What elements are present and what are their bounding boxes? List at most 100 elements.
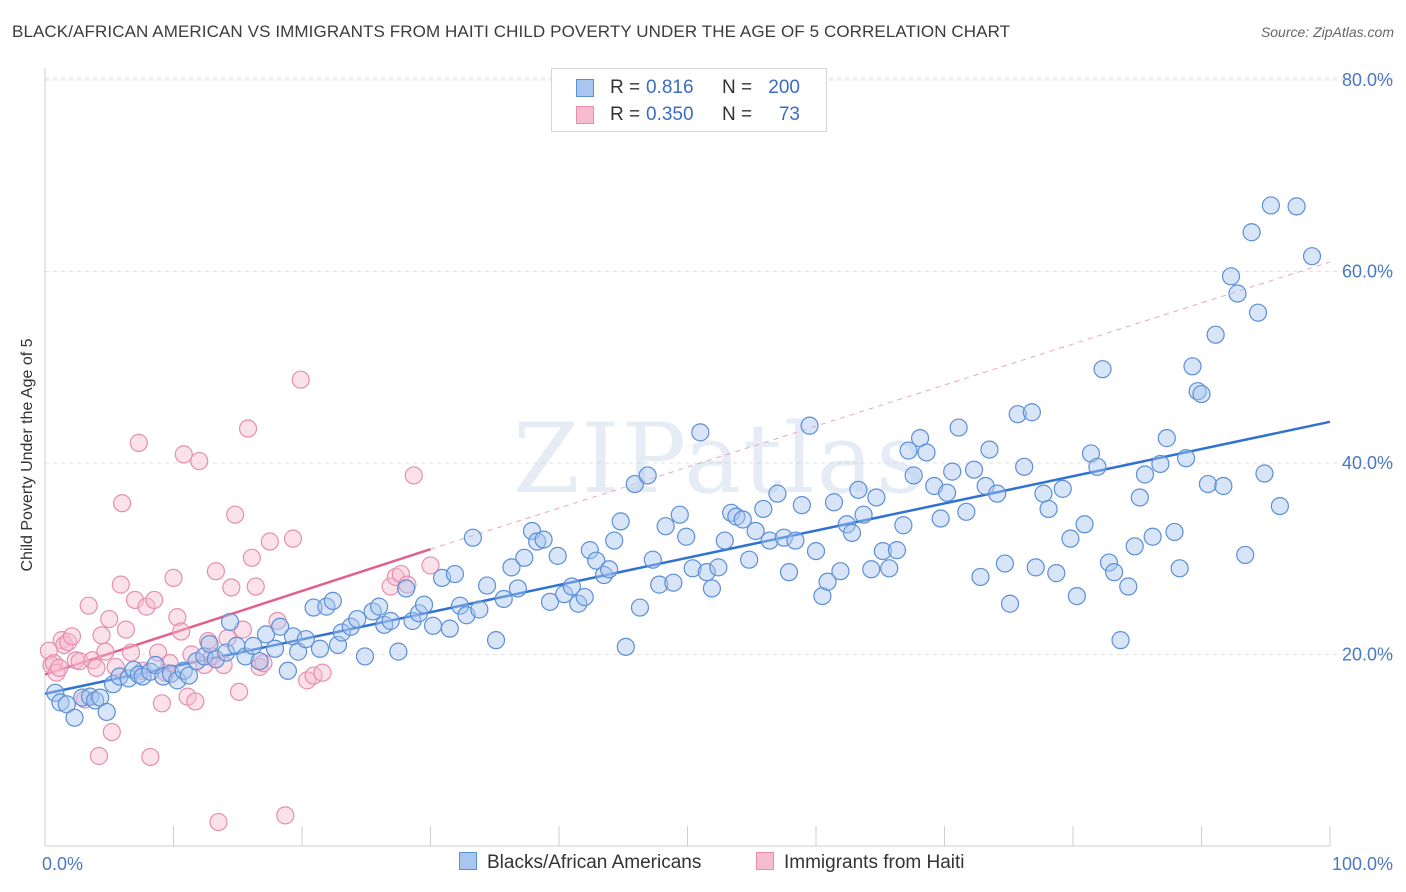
watermark: ZIPatlas [513,403,927,515]
legend-item-black[interactable]: Blacks/African Americans [459,852,701,874]
data-point-black [605,531,624,550]
data-point-black [396,579,416,598]
data-point-black [1008,405,1027,424]
data-point-black [937,483,957,502]
data-point-black [57,695,76,714]
data-point-haiti [47,663,66,682]
x-tick-label-min: 0.0% [42,854,83,874]
data-point-black [1000,594,1020,613]
r-label: R = [610,104,641,125]
data-point-black [980,440,999,459]
data-point-black [540,592,560,611]
data-point-black [768,484,787,503]
data-point-black [348,609,367,629]
data-point-black [220,612,240,632]
data-point-haiti [209,812,228,832]
data-point-haiti [116,620,136,639]
data-point-black [271,617,290,636]
data-point-black [600,560,619,579]
data-point-black [97,702,116,722]
data-point-black [630,598,650,617]
data-point-haiti [102,722,121,742]
data-point-haiti [190,451,209,471]
n-label: N = [722,104,753,125]
data-point-black [1170,559,1189,578]
data-point-black [1176,449,1196,468]
legend-label-black: Blacks/African Americans [487,852,702,873]
data-point-black [332,623,351,642]
data-point-black [949,418,968,437]
data-point-black [562,577,581,596]
data-point-black [119,669,138,688]
legend-swatch-pink [576,106,594,124]
legend-item-haiti[interactable]: Immigrants from Haiti [756,852,965,874]
data-point-black [831,562,850,581]
data-point-black [740,550,759,569]
data-point-black [709,558,728,577]
data-point-black [760,531,779,550]
data-point-black [1248,303,1268,322]
y-axis-label: Child Poverty Under the Age of 5 [19,338,36,571]
data-point-haiti [186,692,205,711]
data-point-haiti [87,658,106,678]
y-tick-label: 40.0% [1342,453,1393,473]
legend-swatch-pink [756,852,774,870]
data-point-black [1075,515,1094,534]
data-point-black [670,505,689,524]
data-point-black [409,604,429,623]
data-point-black [1261,196,1280,215]
data-point-black [494,589,513,609]
data-point-black [440,619,459,638]
data-point-black [894,516,913,535]
data-point-black [1183,357,1202,376]
data-point-black [1119,577,1138,596]
data-point-haiti [121,643,141,662]
data-point-black [1130,488,1149,507]
data-point-black [1242,223,1261,242]
data-point-black [964,460,984,479]
data-point-black [1088,457,1107,476]
data-point-black [1039,499,1058,519]
data-point-haiti [52,631,71,650]
data-point-black [470,600,489,619]
data-point-haiti [226,505,245,524]
data-point-black [1111,631,1130,650]
data-point-black [677,527,696,546]
stats-legend: R = 0.816 N = 200 R = 0.350 N = 73 [551,68,827,132]
data-point-black [528,532,547,551]
data-point-black [587,551,606,570]
data-point-haiti [229,682,249,701]
data-point-black [656,517,675,536]
data-point-black [575,587,594,607]
data-point-black [1061,529,1080,548]
data-point-haiti [260,532,279,551]
data-point-haiti [291,370,310,389]
data-point-black [862,560,881,579]
data-point-black [837,515,856,534]
data-point-black [1015,457,1034,476]
data-point-black [1287,197,1306,216]
data-point-black [1214,476,1233,496]
data-point-haiti [246,577,265,596]
data-point-black [278,661,297,680]
data-point-black [580,541,599,560]
data-point-black [477,576,497,595]
legend-swatch-blue [576,79,594,97]
data-point-black [904,466,923,485]
data-point-black [988,484,1007,503]
data-point-black [1206,325,1225,344]
data-point-haiti [238,419,258,438]
trend-line-haiti-extension [430,261,1331,550]
data-point-black [854,505,873,524]
n-value: 200 [768,77,800,98]
data-point-haiti [242,548,261,567]
data-point-black [445,564,465,584]
data-point-black [555,585,574,604]
data-point-black [534,530,553,549]
data-point-black [1022,403,1041,422]
y-tick-labels: 20.0% 40.0% 60.0% 80.0% [1342,70,1393,665]
data-point-haiti [111,575,130,594]
data-point-haiti [129,433,148,452]
data-point-black [818,572,837,591]
